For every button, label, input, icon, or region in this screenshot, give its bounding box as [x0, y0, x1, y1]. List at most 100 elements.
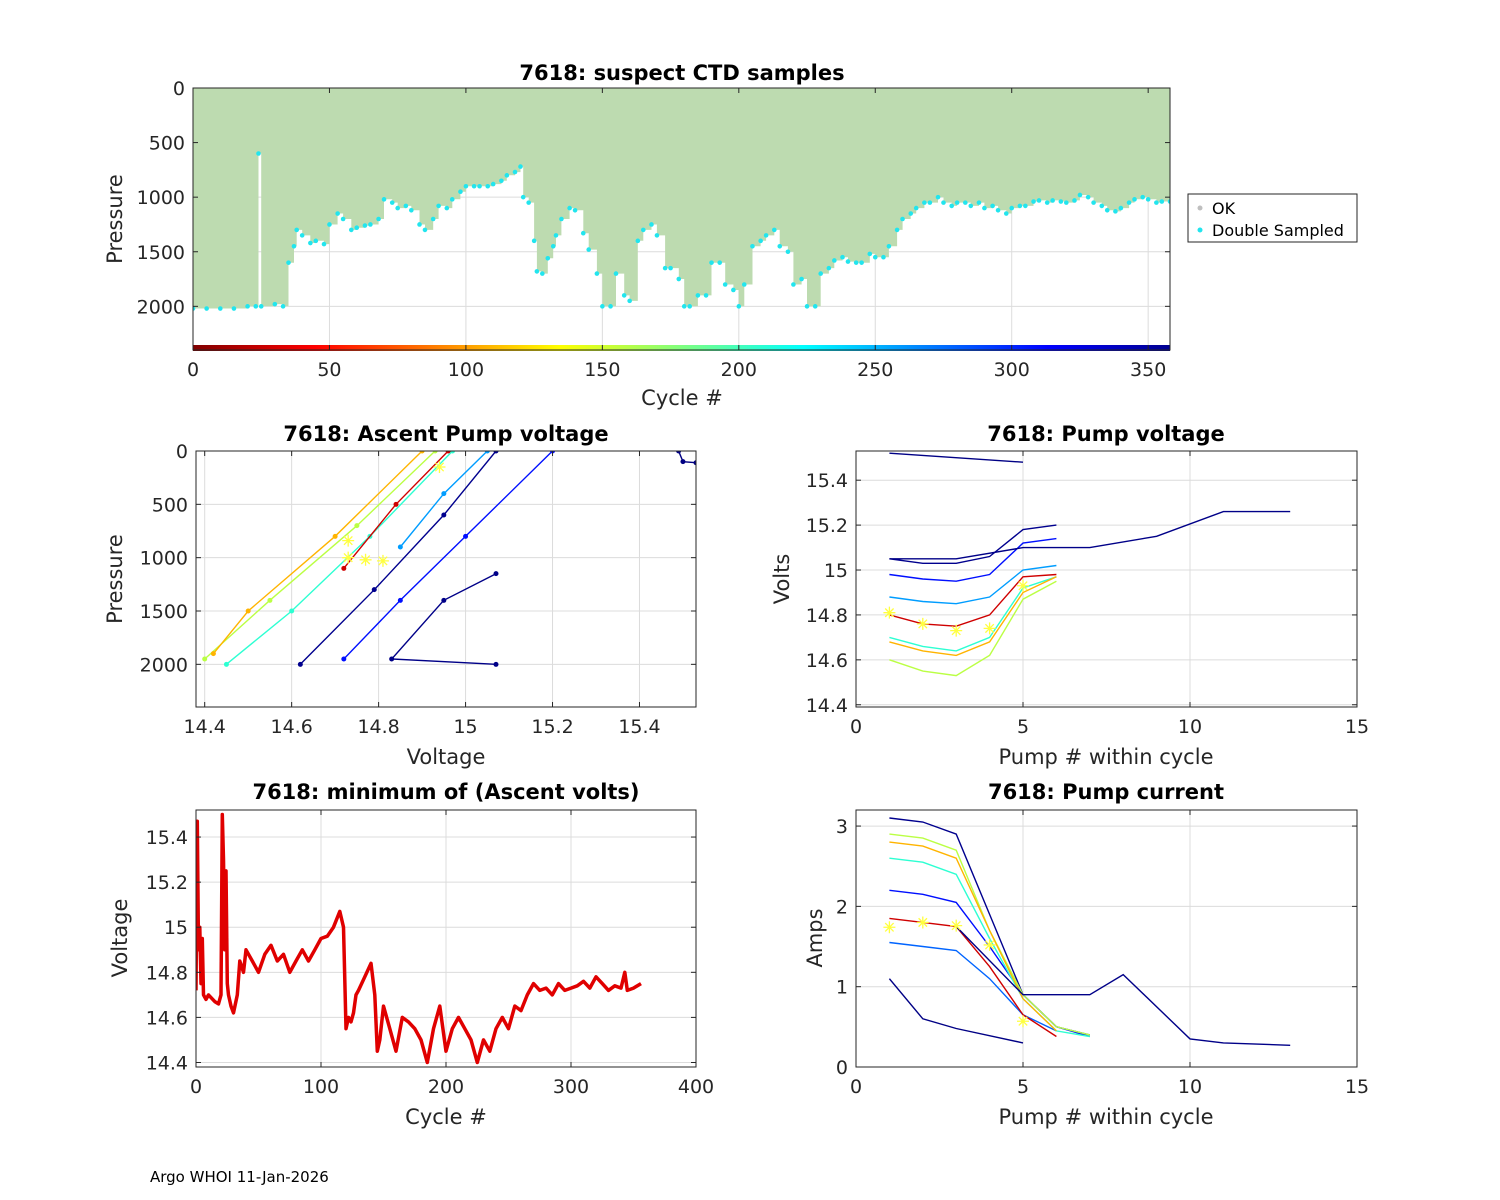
double-sampled-point: [1036, 198, 1042, 203]
double-sampled-point: [362, 223, 368, 228]
pump-current-series-line: [889, 941, 1057, 1032]
ascent-chart-title: 7618: Ascent Pump voltage: [283, 422, 608, 446]
double-sampled-point: [559, 216, 564, 222]
pump-voltage-ylabel: Volts: [770, 554, 794, 605]
min-ascent-ticks: 0 100 200 300 400 14.4 14.6 14.8 15 15.2 15.4: [146, 810, 714, 1098]
double-sampled-point: [422, 227, 428, 233]
double-sampled-point: [886, 243, 892, 249]
pump-voltage-series-line: [889, 510, 1291, 560]
pump-current-ytick-label: 0: [836, 1057, 848, 1079]
pump-current-ylabel: Amps: [803, 908, 827, 967]
ascent-xlabel: Voltage: [407, 745, 486, 769]
ascent-series-point: [341, 565, 347, 571]
pump-current-median-marker: [1017, 1015, 1029, 1028]
double-sampled-point: [520, 194, 526, 200]
ascent-ticks: 14.4 14.6 14.8 15 15.2 15.4 0 500 1000 1500 2000: [140, 441, 696, 738]
ascent-series-line: [225, 451, 454, 665]
double-sampled-point: [531, 238, 537, 244]
ascent-series: [202, 451, 696, 667]
double-sampled-point: [1104, 207, 1110, 213]
double-sampled-point: [867, 251, 873, 257]
suspect-axes-box: [192, 87, 1171, 351]
double-sampled-point: [458, 189, 463, 195]
double-sampled-point: [963, 200, 968, 205]
pump-voltage-series-line: [889, 452, 1024, 463]
double-sampled-point: [681, 304, 687, 309]
pump-voltage-xtick-label: 5: [1017, 716, 1029, 738]
suspect-xtick-label: 0: [187, 359, 199, 381]
double-sampled-point: [881, 254, 886, 260]
double-sampled-point: [471, 183, 477, 189]
ascent-series-point: [202, 656, 208, 662]
double-sampled-point: [703, 293, 709, 298]
double-sampled-point: [990, 203, 995, 209]
ascent-median-marker: [359, 553, 372, 566]
double-sampled-point: [954, 200, 960, 205]
pump-current-series-line: [889, 841, 1057, 1032]
double-sampled-point: [1017, 203, 1023, 209]
double-sampled-point: [1072, 198, 1077, 203]
double-sampled-point: [722, 282, 728, 287]
ascent-series-line: [204, 451, 436, 660]
double-sampled-point: [580, 230, 586, 236]
double-sampled-point: [635, 238, 641, 244]
pump-current-title: 7618: Pump current: [988, 780, 1224, 804]
double-sampled-point: [736, 304, 742, 309]
double-sampled-point: [1058, 199, 1064, 204]
footer-text: Argo WHOI 11-Jan-2026: [150, 1168, 329, 1186]
double-sampled-point: [717, 260, 723, 265]
ascent-series-point: [371, 587, 377, 593]
ascent-series-point: [245, 608, 251, 614]
double-sampled-point: [662, 265, 668, 271]
pump-current-markers: [883, 916, 1029, 1028]
ascent-series-line: [299, 451, 497, 665]
ok-area: [193, 88, 1170, 309]
pump-current-median-marker: [883, 921, 896, 934]
double-sampled-point: [621, 293, 627, 298]
pump-voltage-markers: [883, 579, 1029, 637]
double-sampled-point: [368, 222, 373, 227]
pump-current-xtick-label: 10: [1178, 1076, 1202, 1098]
ascent-axes-box: [195, 450, 697, 708]
min-ascent-xtick-label: 200: [428, 1076, 464, 1098]
double-sampled-point: [1145, 197, 1151, 202]
pump-voltage-chart: 7618: Pump voltage 0 5 10 15 14.4 14.6 14.8 15 1…: [770, 422, 1369, 769]
double-sampled-point: [845, 259, 851, 264]
double-sampled-point: [1140, 194, 1146, 200]
suspect-xtick-label: 150: [584, 359, 620, 381]
double-sampled-point: [859, 260, 864, 265]
pump-voltage-series-line: [889, 537, 1057, 582]
min-ascent-ytick-label: 14.8: [146, 962, 188, 984]
double-sampled-point: [799, 276, 804, 282]
double-sampled-point: [389, 200, 395, 205]
pump-voltage-xtick-label: 0: [850, 716, 862, 738]
double-sampled-point: [1091, 200, 1096, 205]
double-sampled-point: [540, 271, 545, 276]
ascent-median-marker: [376, 554, 389, 567]
double-sampled-point: [430, 216, 436, 222]
double-sampled-point: [785, 249, 791, 255]
pump-current-ytick-label: 1: [836, 977, 848, 999]
double-sampled-point: [649, 222, 654, 227]
double-sampled-point: [321, 241, 327, 247]
cycle-color-bar: [193, 345, 1170, 351]
ascent-series-point: [332, 533, 338, 539]
double-sampled-point: [1154, 200, 1159, 205]
double-sampled-point: [567, 205, 572, 211]
double-sampled-point: [758, 238, 763, 244]
min-ascent-ytick-label: 15: [164, 917, 188, 939]
min-ascent-ytick-label: 14.6: [146, 1007, 188, 1029]
double-sampled-point: [853, 260, 859, 265]
pump-voltage-xtick-label: 15: [1345, 716, 1369, 738]
suspect-xtick-label: 300: [994, 359, 1030, 381]
ascent-xtick-label: 15: [453, 716, 477, 738]
double-sampled-point: [709, 260, 714, 265]
double-sampled-point: [340, 216, 346, 222]
double-sampled-point: [872, 254, 878, 260]
ascent-series-point: [441, 597, 447, 603]
ascent-series-line: [212, 451, 423, 655]
ascent-series-point: [341, 656, 347, 662]
double-sampled-point: [572, 207, 578, 213]
double-sampled-point: [812, 304, 818, 309]
